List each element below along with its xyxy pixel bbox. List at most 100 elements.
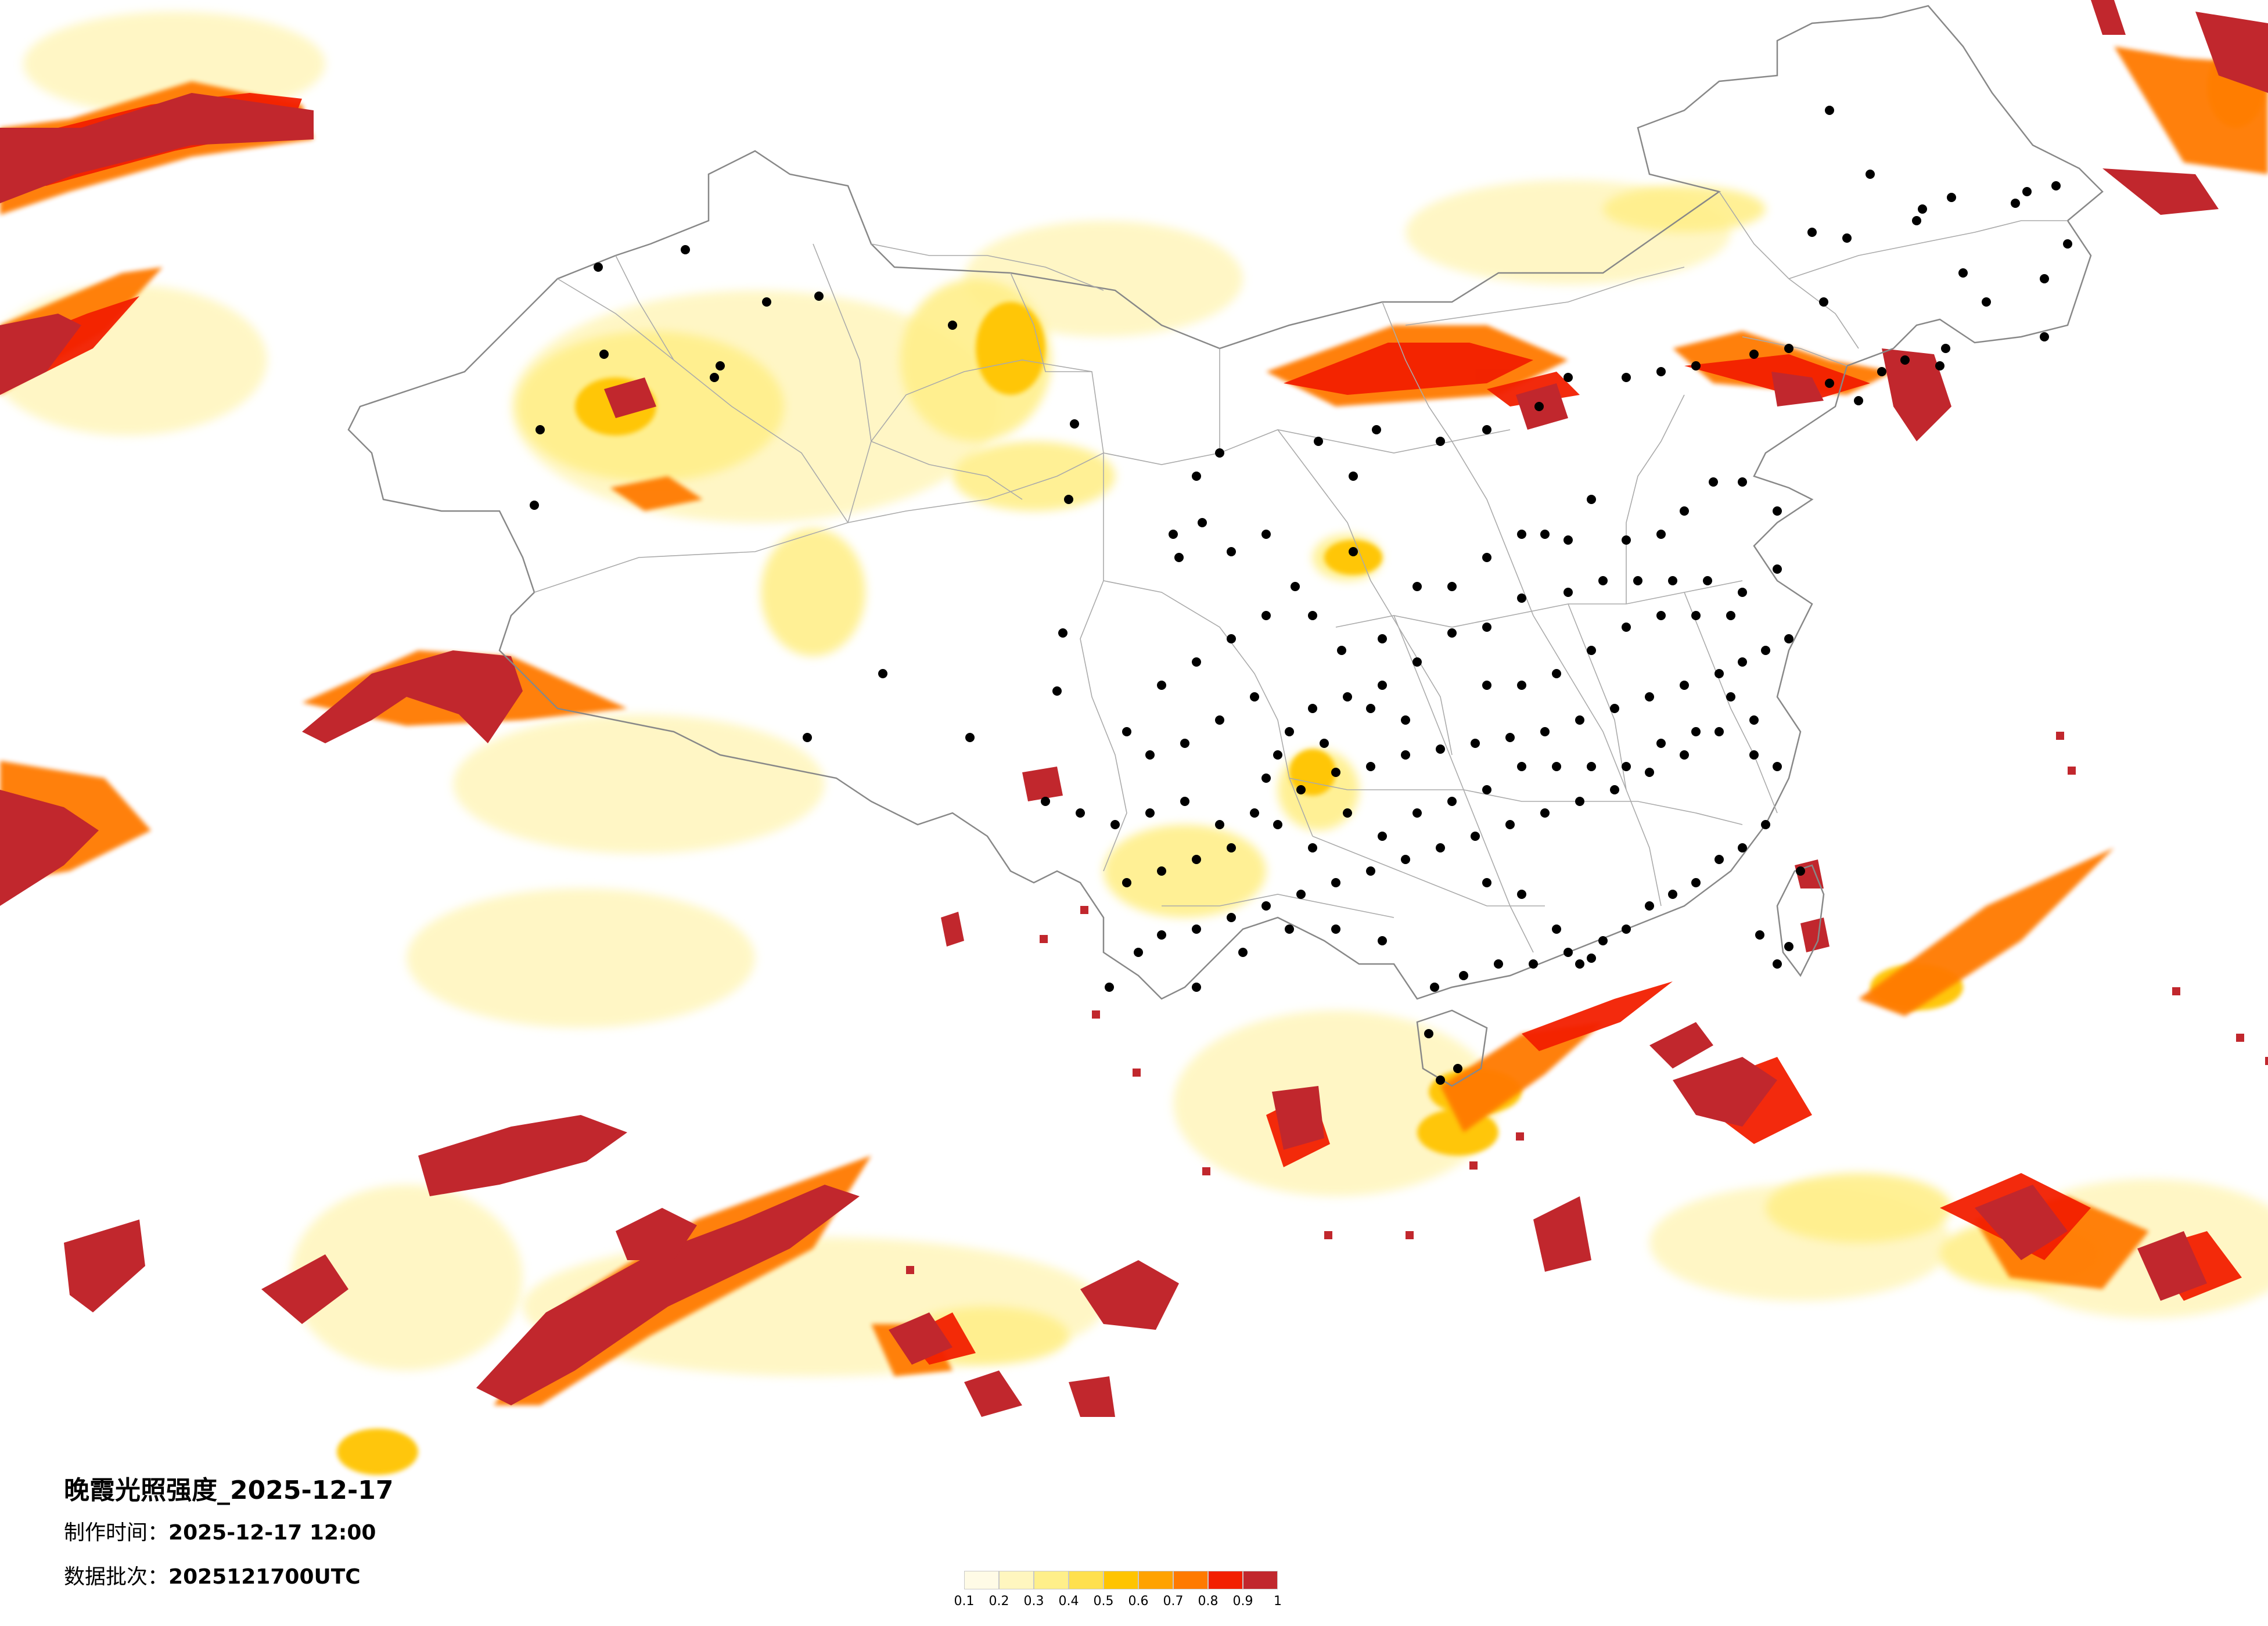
city-marker [2040,274,2049,283]
city-marker [1424,1029,1433,1038]
batch-label: 数据批次： [64,1565,169,1589]
city-marker [1366,762,1375,771]
city-marker [1825,106,1834,115]
city-marker [594,262,603,272]
city-marker [1291,582,1300,591]
city-marker [878,669,887,678]
city-marker [1691,727,1701,736]
color-legend: 0.1 0.2 0.3 0.4 0.5 0.6 0.7 0.8 0.9 1 [954,1571,1324,1617]
city-marker [1691,611,1701,620]
city-marker [2022,187,2032,196]
city-marker [1331,768,1340,777]
city-marker [1296,890,1306,899]
batch-row: 数据批次：2025121700UTC [64,1560,393,1590]
city-marker [1622,924,1631,934]
city-marker [1110,820,1120,829]
city-marker [1436,744,1445,754]
city-marker [1755,930,1764,940]
legend-tick-label: 0.2 [989,1594,1009,1609]
city-marker [1366,866,1375,876]
city-marker [1738,657,1747,667]
city-marker [1738,843,1747,852]
city-marker [1273,750,1282,760]
city-marker [1761,646,1770,655]
city-marker [1192,472,1201,481]
city-marker [1505,820,1515,829]
city-marker [1482,425,1491,434]
city-marker [1372,425,1381,434]
city-marker [1656,367,1666,376]
city-marker [1169,530,1178,539]
city-marker [1749,715,1759,725]
info-panel: 晚霞光照强度_2025-12-17 制作时间：2025-12-17 12:00 … [64,1469,393,1604]
city-marker [1227,913,1236,922]
city-marker [1749,350,1759,359]
city-marker [1552,669,1561,678]
city-marker [1180,739,1189,748]
city-marker [1947,193,1956,202]
city-marker [1505,733,1515,742]
city-marker [1587,646,1596,655]
city-marker [1401,855,1410,864]
city-marker [1453,1064,1462,1073]
legend-tick-label: 0.3 [1023,1594,1044,1609]
city-marker [1343,808,1352,818]
city-marker [1378,936,1387,945]
city-marker [1482,553,1491,562]
intensity-field [0,0,2268,1475]
city-marker [1587,495,1596,504]
city-marker [599,350,609,359]
city-marker [1192,855,1201,864]
city-marker [1337,646,1346,655]
city-marker [1122,727,1131,736]
city-marker [1447,628,1457,638]
city-marker [1412,582,1422,591]
city-marker [1552,762,1561,771]
city-marker [1261,611,1271,620]
city-marker [1494,959,1503,969]
city-marker [1761,820,1770,829]
city-marker [1174,553,1184,562]
city-marker [2040,332,2049,341]
city-marker [1447,797,1457,806]
city-marker [1250,808,1259,818]
city-marker [1227,634,1236,643]
city-marker [1540,530,1550,539]
city-marker [1517,762,1526,771]
city-marker [1773,762,1782,771]
city-marker [1041,797,1050,806]
city-marker [1308,704,1317,713]
city-marker [1552,924,1561,934]
city-marker [1122,878,1131,887]
city-marker [1709,477,1718,487]
city-marker [1540,808,1550,818]
legend-tick-label: 0.6 [1128,1594,1149,1609]
legend-color-bar [964,1571,1324,1589]
city-marker [965,733,975,742]
city-marker [1482,878,1491,887]
city-marker [762,297,771,307]
legend-swatch [1104,1571,1138,1589]
city-marker [1215,715,1224,725]
legend-tick-label: 0.7 [1163,1594,1184,1609]
legend-ticks: 0.1 0.2 0.3 0.4 0.5 0.6 0.7 0.8 0.9 1 [954,1594,1324,1617]
city-marker [1157,930,1166,940]
city-marker [1430,983,1439,992]
legend-tick-label: 0.5 [1093,1594,1114,1609]
city-marker [1668,576,1677,585]
city-marker [1517,530,1526,539]
city-marker [1645,768,1654,777]
city-marker [1058,628,1067,638]
city-marker [1401,715,1410,725]
made-time-row: 制作时间：2025-12-17 12:00 [64,1516,393,1546]
city-marker [1412,808,1422,818]
map-title: 晚霞光照强度_2025-12-17 [64,1476,394,1505]
city-marker [710,373,719,382]
city-marker [1366,704,1375,713]
legend-swatch [964,1571,999,1589]
city-marker [1598,576,1608,585]
city-marker [1180,797,1189,806]
city-marker [1656,611,1666,620]
city-marker [1343,692,1352,702]
city-marker [1261,774,1271,783]
